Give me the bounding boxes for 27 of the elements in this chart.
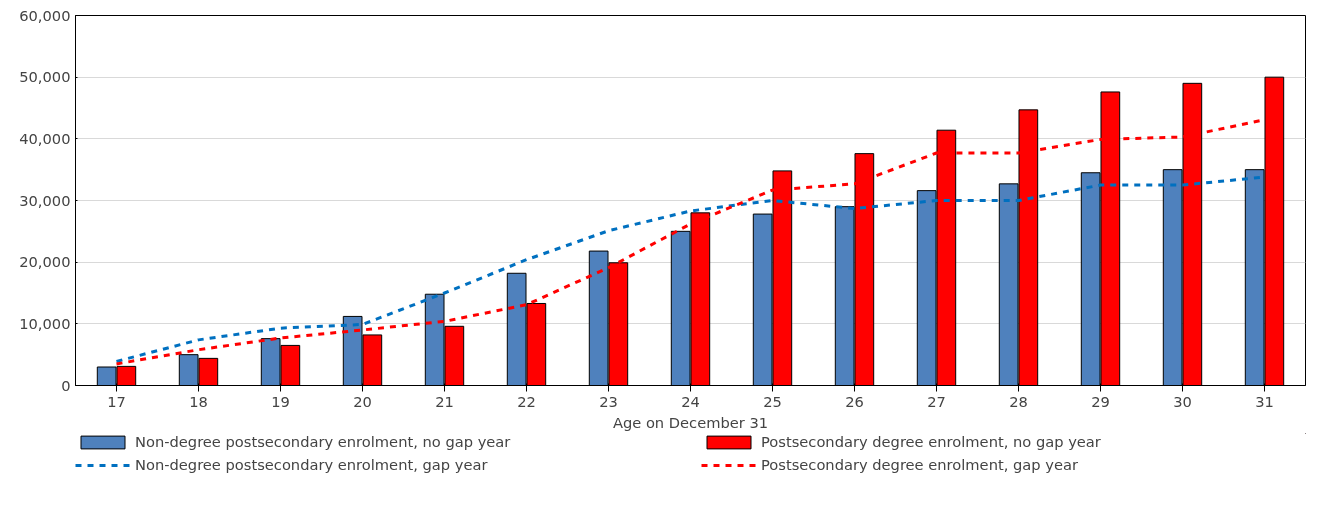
y-tick-label: 10,000: [19, 314, 71, 332]
y-tick-label: 50,000: [19, 68, 71, 86]
y-tick-label: 40,000: [19, 129, 71, 147]
x-tick-label: 23: [599, 392, 618, 410]
x-tick-label: 17: [107, 392, 126, 410]
x-tick-label: 28: [1009, 392, 1028, 410]
y-tick-label: 0: [61, 376, 71, 394]
x-tick-label: 18: [189, 392, 208, 410]
x-tick-label: 19: [271, 392, 290, 410]
x-tick-label: 25: [763, 392, 782, 410]
y-tick-label: 20,000: [19, 253, 71, 271]
x-tick-label: 21: [435, 392, 454, 410]
legend-label: Postsecondary degree enrolment, gap year: [761, 456, 1079, 473]
x-tick-label: 22: [517, 392, 536, 410]
x-axis-title: Age on December 31: [612, 413, 769, 431]
legend-label: Non-degree postsecondary enrolment, no gap year: [135, 433, 512, 450]
x-tick-label: 30: [1173, 392, 1192, 410]
y-tick-label: 30,000: [19, 191, 71, 209]
x-tick-label: 24: [681, 392, 700, 410]
x-tick-label: 27: [927, 392, 946, 410]
x-tick-label: 20: [353, 392, 372, 410]
y-tick-label: 60,000: [19, 6, 71, 24]
x-tick-label: 31: [1255, 392, 1274, 410]
legend-label: Postsecondary degree enrolment, no gap year: [761, 433, 1102, 450]
x-tick-label: 29: [1091, 392, 1110, 410]
x-tick-label: 26: [845, 392, 864, 410]
legend-label: Non-degree postsecondary enrolment, gap year: [135, 456, 489, 473]
